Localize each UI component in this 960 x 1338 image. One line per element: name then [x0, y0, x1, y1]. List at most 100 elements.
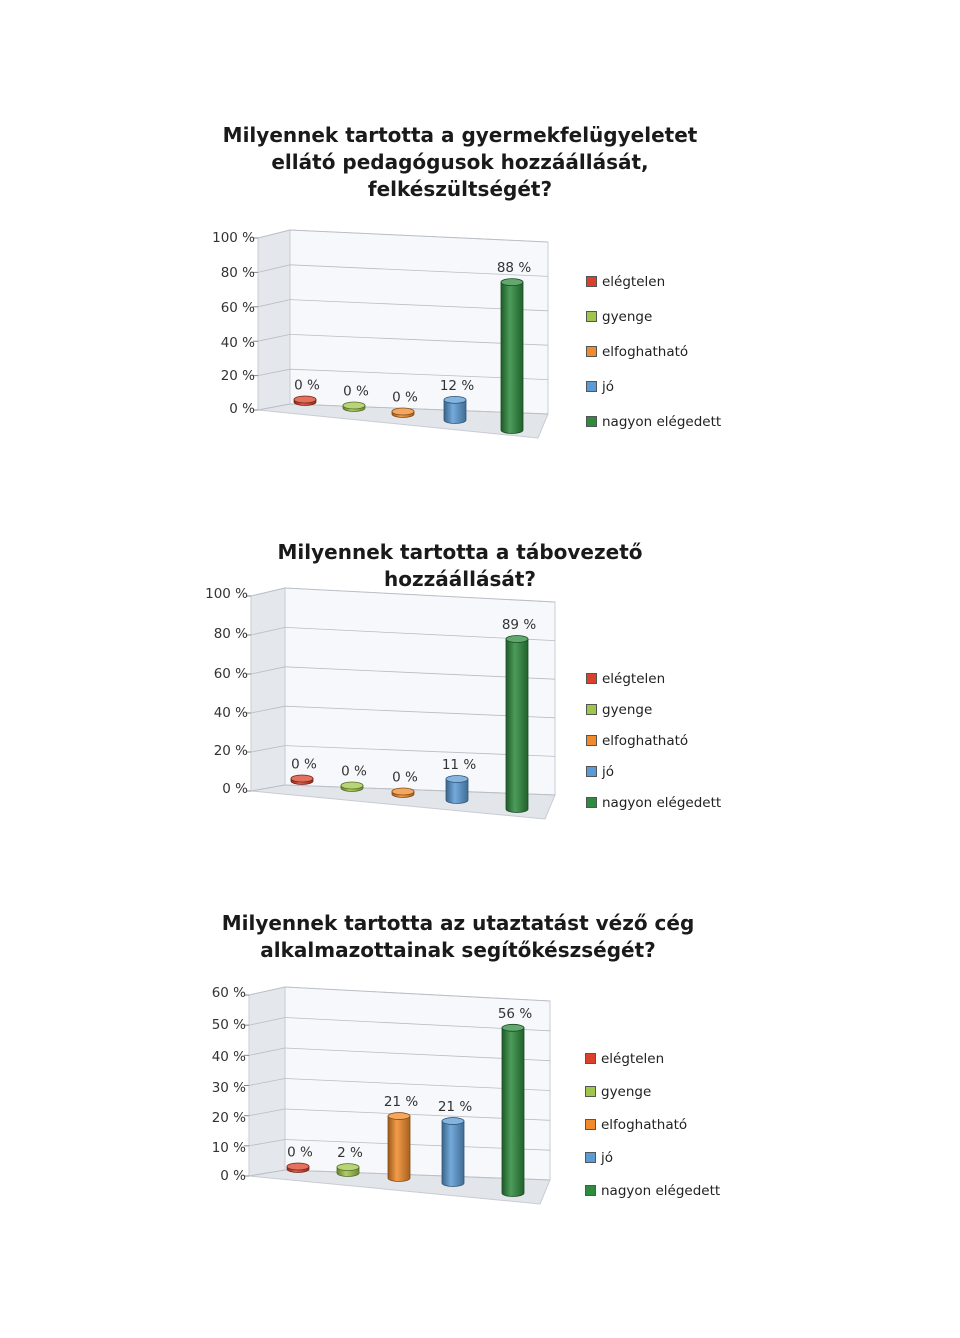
legend-swatch [586, 346, 597, 357]
y-tick-label: 10 % [212, 1140, 246, 1156]
legend: elégtelen gyenge elfoghatható jó nagyon elég… [585, 1042, 720, 1207]
gridline [248, 1169, 286, 1177]
y-tick-label: 60 % [221, 300, 255, 316]
legend-swatch [586, 673, 597, 684]
legend-swatch [586, 766, 597, 777]
legend-label: elégtelen [601, 1050, 665, 1067]
legend-item: gyenge [585, 1075, 720, 1108]
gridline [257, 334, 291, 342]
legend-swatch [585, 1086, 596, 1097]
side-wall [250, 587, 286, 792]
bar-gyenge [342, 401, 366, 412]
bar-elfoghatható [387, 1112, 411, 1182]
legend-item: jó [585, 1141, 720, 1174]
legend-item: gyenge [586, 299, 721, 334]
bar-top [441, 1117, 465, 1125]
bar-top [290, 774, 314, 783]
legend-swatch [586, 311, 597, 322]
legend-item: elfoghatható [586, 725, 721, 756]
bar-top [445, 775, 469, 783]
legend-label: gyenge [602, 701, 653, 718]
data-label: 0 % [291, 757, 317, 773]
bar-jó [445, 775, 469, 804]
y-tick-label: 100 % [205, 586, 248, 602]
bar-gyenge [340, 781, 364, 792]
bar-nagyon-elégedett [501, 1023, 525, 1197]
y-tick-label: 40 % [221, 335, 255, 351]
gridline [250, 587, 286, 597]
legend-swatch [586, 381, 597, 392]
gridline [250, 627, 286, 636]
legend-label: jó [601, 1149, 614, 1166]
gridline [248, 1078, 286, 1086]
bar-top [286, 1162, 310, 1171]
legend-label: gyenge [601, 1083, 652, 1100]
legend-label: jó [602, 378, 615, 395]
legend-label: nagyon elégedett [601, 1182, 721, 1199]
plot-area: 100 % 80 % 60 % 40 % 20 % 0 % 0 % 0 % 0 % 11 % 89 … [205, 586, 556, 820]
y-tick-label: 80 % [214, 626, 248, 642]
bar-top [391, 787, 415, 796]
legend-label: elégtelen [602, 273, 666, 290]
y-tick-label: 0 % [222, 781, 248, 797]
bar-top [501, 1023, 525, 1032]
legend-label: elégtelen [602, 670, 666, 687]
gridline [250, 784, 286, 792]
legend-item: nagyon elégedett [586, 404, 721, 439]
plot-area: 60 % 50 % 40 % 30 % 20 % 10 % 0 % 0 % 2 % 21 % 21 … [212, 985, 551, 1205]
gridline [289, 264, 549, 277]
legend-swatch [586, 797, 597, 808]
data-label: 0 % [343, 384, 369, 400]
data-label: 2 % [337, 1145, 363, 1161]
legend: elégtelen gyenge elfoghatható jó nagyon elég… [586, 663, 721, 818]
y-tick-label: 100 % [212, 230, 255, 246]
bar-elégtelen [293, 395, 317, 406]
bar-body [387, 1115, 411, 1182]
y-tick-label: 20 % [221, 368, 255, 384]
data-label: 0 % [294, 378, 320, 394]
bar-body [501, 1027, 525, 1197]
bar-top [500, 278, 524, 287]
legend-swatch [585, 1053, 596, 1064]
y-tick-label: 20 % [214, 743, 248, 759]
legend-item: elégtelen [586, 663, 721, 694]
bar-top [505, 635, 529, 643]
y-tick-label: 40 % [214, 705, 248, 721]
legend-label: nagyon elégedett [602, 794, 722, 811]
data-label: 89 % [502, 617, 536, 633]
y-tick-label: 80 % [221, 265, 255, 281]
legend-label: nagyon elégedett [602, 413, 722, 430]
plot-area: 100 % 80 % 60 % 40 % 20 % 0 % 0 % 0 % 0 % 12 % 88 … [212, 229, 549, 439]
gridline [284, 986, 551, 1002]
bar-top [340, 781, 364, 790]
legend-swatch [585, 1152, 596, 1163]
side-wall [257, 229, 291, 411]
y-tick-label: 50 % [212, 1017, 246, 1033]
legend: elégtelen gyenge elfoghatható jó nagyon elég… [586, 264, 721, 439]
legend-swatch [586, 416, 597, 427]
gridline [257, 403, 291, 411]
gridline [250, 666, 286, 675]
data-label: 12 % [440, 378, 474, 394]
legend-label: elfoghatható [602, 732, 689, 749]
legend-label: elfoghatható [602, 343, 689, 360]
bar-elfoghatható [391, 787, 415, 798]
bar-top [336, 1163, 360, 1172]
y-tick-label: 30 % [212, 1080, 246, 1096]
chart-title: Milyennek tartotta az utaztatást véző cé… [221, 911, 695, 962]
gridline [250, 705, 286, 714]
legend-swatch [586, 276, 597, 287]
gridline [248, 1139, 286, 1147]
data-label: 88 % [497, 260, 531, 276]
legend-item: nagyon elégedett [586, 787, 721, 818]
bar-top [443, 395, 467, 404]
gridline [284, 587, 556, 603]
gridline [248, 1108, 286, 1117]
gridline [257, 264, 291, 273]
bar-gyenge [336, 1163, 360, 1177]
data-label: 56 % [498, 1006, 532, 1022]
data-label: 0 % [341, 764, 367, 780]
data-label: 0 % [287, 1145, 313, 1161]
legend-item: elégtelen [585, 1042, 720, 1075]
y-tick-label: 0 % [229, 401, 255, 417]
